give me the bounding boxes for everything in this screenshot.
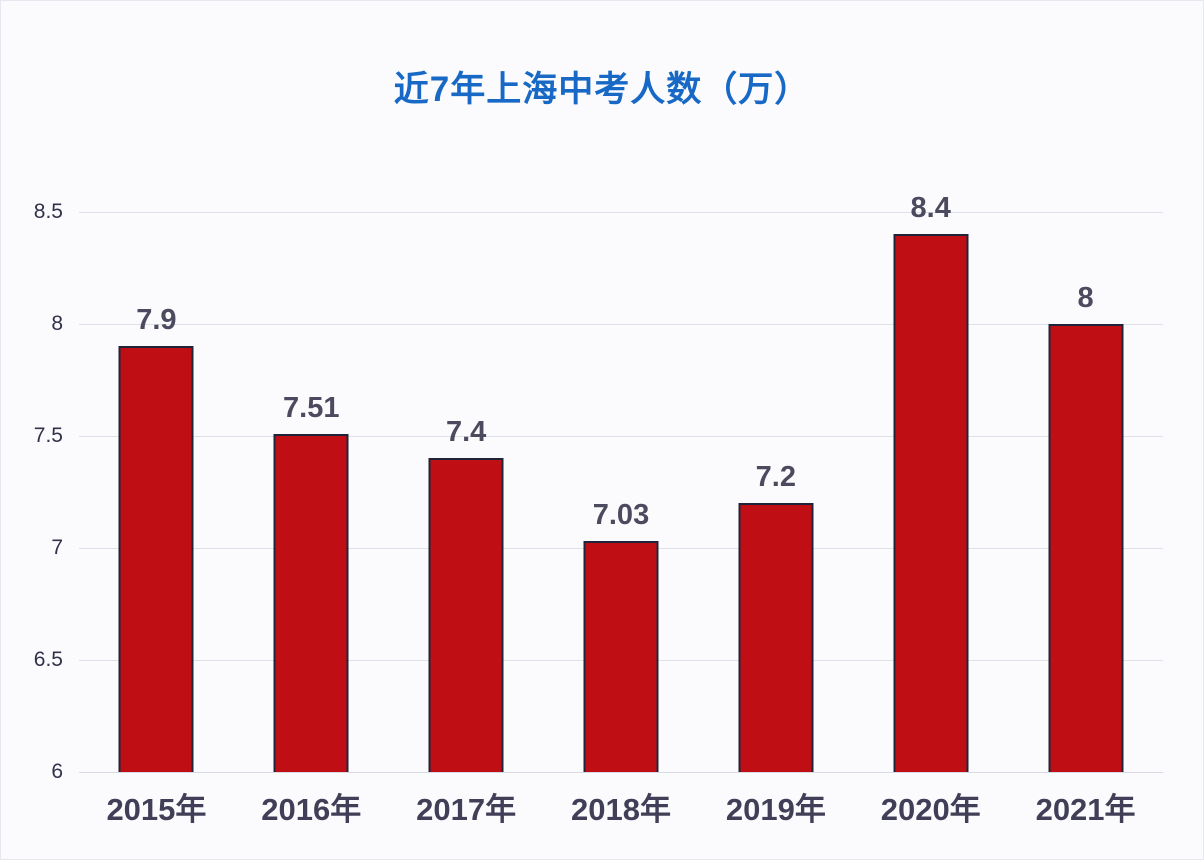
plot-area: 7.9 2015年 7.51 2016年 7.4 2017年 7.03 2018年 7.2 201… (79, 192, 1163, 827)
x-tick-label-2019年: 2019年 (725, 792, 826, 827)
bar-slot-2017年: 7.4 2017年 (389, 212, 544, 827)
bar-2021年 (1048, 324, 1124, 772)
chart-title: 近7年上海中考人数（万） (393, 70, 811, 109)
bar-2018年 (583, 541, 659, 772)
bar-2016年 (273, 433, 349, 772)
value-label-2021年: 8 (1077, 282, 1094, 314)
y-axis: 6 6.5 7 7.5 8 8.5 (1, 200, 65, 783)
y-tick-label-8.5: 8.5 (33, 200, 63, 223)
y-tick-label-6.5: 6.5 (33, 648, 63, 671)
x-tick-label-2015年: 2015年 (106, 792, 207, 827)
value-label-2019年: 7.2 (755, 461, 796, 494)
value-label-2016年: 7.51 (283, 391, 340, 424)
value-label-2015年: 7.9 (136, 304, 177, 337)
gridline-y-8 (79, 324, 1163, 325)
x-tick-label-2018年: 2018年 (571, 792, 671, 827)
y-tick-label-7.5: 7.5 (33, 424, 63, 447)
gridline-y-7.5 (79, 436, 1163, 437)
bar-slot-2018年: 7.03 2018年 (544, 212, 699, 827)
bar-2015年 (118, 346, 194, 772)
bar-slot-2020年: 8.4 2020年 (853, 192, 1008, 827)
x-tick-label-2020年: 2020年 (880, 792, 981, 827)
gridline-y-8.5 (79, 212, 1163, 213)
x-tick-label-2021年: 2021年 (1035, 792, 1136, 827)
value-label-2018年: 7.03 (592, 499, 650, 532)
y-tick-label-8: 8 (51, 312, 63, 335)
bar-slot-2021年: 8 2021年 (1008, 212, 1163, 827)
bar-2019年 (738, 503, 814, 772)
value-label-2020年: 8.4 (910, 192, 951, 225)
x-tick-label-2017年: 2017年 (416, 792, 517, 827)
x-tick-label-2016年: 2016年 (261, 792, 362, 827)
gridline-y-6 (79, 772, 1163, 773)
bar-slot-2019年: 7.2 2019年 (698, 212, 853, 827)
bar-2017年 (428, 458, 504, 772)
y-tick-label-7: 7 (51, 536, 63, 559)
value-label-2017年: 7.4 (445, 416, 487, 449)
bar-slot-2016年: 7.51 2016年 (234, 212, 389, 827)
y-tick-label-6: 6 (51, 760, 63, 783)
bar-2020年 (893, 234, 969, 772)
bar-slot-2015年: 7.9 2015年 (79, 212, 234, 827)
